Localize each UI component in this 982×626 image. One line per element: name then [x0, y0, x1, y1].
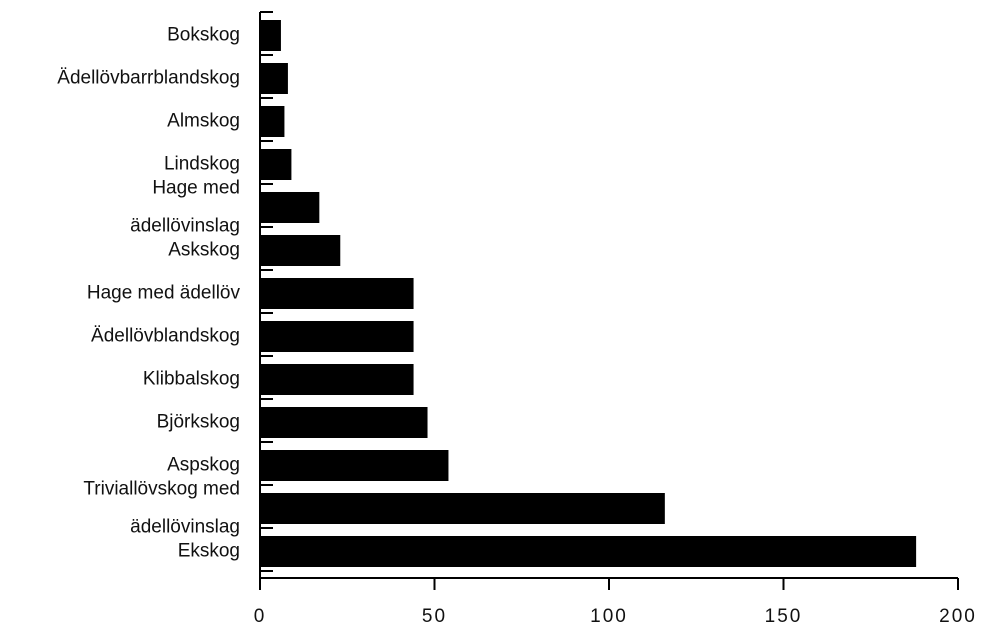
category-label: Aspskog [167, 455, 240, 476]
bar [260, 321, 414, 352]
bar [260, 407, 428, 438]
category-label: Lindskog [164, 154, 240, 175]
category-label: Almskog [167, 111, 240, 132]
category-label: Ädellövblandskog [91, 326, 240, 347]
category-label: Hage med ädellöv [87, 283, 241, 304]
bar [260, 106, 285, 137]
category-label: Triviallövskog med [83, 479, 240, 500]
category-label: Askskog [168, 240, 240, 261]
category-label: Hage med [152, 178, 240, 199]
category-label: Klibbalskog [143, 369, 240, 390]
bar [260, 63, 288, 94]
x-tick-label: 150 [765, 606, 803, 626]
bar [260, 192, 320, 223]
category-label: Bokskog [167, 25, 240, 46]
bar [260, 20, 281, 51]
x-tick-label: 200 [939, 606, 977, 626]
x-tick-label: 0 [254, 606, 267, 626]
category-label: Ädellövbarrblandskog [57, 68, 240, 89]
bar [260, 450, 449, 481]
x-tick-labels: 0 50 100 150 200 [254, 606, 977, 626]
bar [260, 278, 414, 309]
x-tick-label: 50 [422, 606, 447, 626]
bar [260, 493, 665, 524]
category-labels: Bokskog Ädellövbarrblandskog Almskog Lindsk… [57, 25, 240, 562]
bar [260, 149, 292, 180]
bar [260, 235, 341, 266]
category-label: ädellövinslag [130, 216, 240, 237]
category-label: ädellövinslag [130, 517, 240, 538]
bar [260, 364, 414, 395]
category-label: Ekskog [178, 541, 240, 562]
x-tick-label: 100 [590, 606, 628, 626]
bar [260, 536, 917, 567]
category-label: Björkskog [157, 412, 240, 433]
chart-bars [260, 20, 917, 567]
